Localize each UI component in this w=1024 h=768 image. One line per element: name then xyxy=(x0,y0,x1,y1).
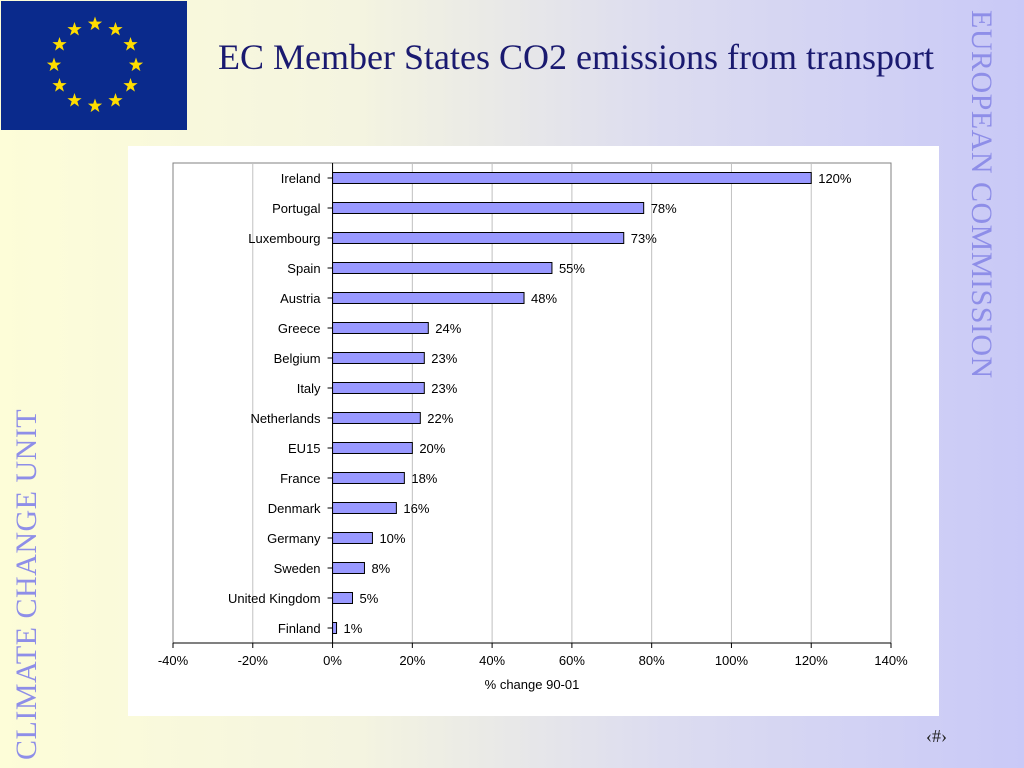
data-label: 73% xyxy=(631,231,657,246)
data-label: 48% xyxy=(531,291,557,306)
x-tick-label: 20% xyxy=(399,653,425,668)
category-label: EU15 xyxy=(288,441,321,456)
flag-star-icon xyxy=(87,98,103,113)
data-label: 8% xyxy=(371,561,390,576)
flag-star-icon xyxy=(46,57,62,72)
flag-star-icon xyxy=(67,93,82,107)
category-label: Italy xyxy=(297,381,321,396)
category-label: Finland xyxy=(278,621,321,636)
data-label: 20% xyxy=(419,441,445,456)
bar-denmark xyxy=(332,502,397,514)
category-label: Luxembourg xyxy=(248,231,320,246)
x-tick-label: 140% xyxy=(874,653,908,668)
bar-chart: -40% -20% 0% 20% 40% 60% 80% 100% 120% 140% Irelan… xyxy=(158,162,908,692)
bar-ireland xyxy=(332,172,812,184)
category-label: Austria xyxy=(280,291,321,306)
flag-star-icon xyxy=(108,93,123,107)
bar-spain xyxy=(332,262,553,274)
category-label: Ireland xyxy=(281,171,321,186)
category-label: Sweden xyxy=(274,561,321,576)
bar-luxembourg xyxy=(332,232,625,244)
data-label: 23% xyxy=(431,351,457,366)
category-label: France xyxy=(280,471,320,486)
side-label-european-commission: EUROPEAN COMMISSION xyxy=(965,10,998,379)
slide-title: EC Member States CO2 emissions from tran… xyxy=(218,37,934,77)
flag-star-icon xyxy=(123,78,138,92)
bar-austria xyxy=(332,292,525,304)
x-tick-label: 0% xyxy=(323,653,342,668)
data-label: 23% xyxy=(431,381,457,396)
eu-flag xyxy=(1,1,187,130)
data-label: 5% xyxy=(360,591,379,606)
flag-star-icon xyxy=(128,57,144,72)
bar-eu15 xyxy=(332,442,413,454)
x-tick-label: -40% xyxy=(158,653,189,668)
bar-netherlands xyxy=(332,412,421,424)
bar-belgium xyxy=(332,352,425,364)
category-label: Greece xyxy=(278,321,321,336)
category-label: United Kingdom xyxy=(228,591,321,606)
data-label: 18% xyxy=(411,471,437,486)
x-tick-label: 120% xyxy=(795,653,829,668)
eu-flag-stars xyxy=(46,16,144,113)
slide-number: ‹#› xyxy=(926,726,947,746)
x-tick-label: 80% xyxy=(639,653,665,668)
chart-panel: -40% -20% 0% 20% 40% 60% 80% 100% 120% 140% Irelan… xyxy=(128,146,939,716)
flag-star-icon xyxy=(52,78,67,92)
category-label: Belgium xyxy=(274,351,321,366)
bar-finland xyxy=(332,622,338,634)
category-label: Denmark xyxy=(268,501,321,516)
x-tick-label: 40% xyxy=(479,653,505,668)
data-label: 16% xyxy=(403,501,429,516)
category-label: Portugal xyxy=(272,201,321,216)
flag-star-icon xyxy=(67,21,82,36)
bar-france xyxy=(332,472,405,484)
x-tick-label: 60% xyxy=(559,653,585,668)
category-label: Germany xyxy=(267,531,321,546)
x-axis-title: % change 90-01 xyxy=(485,677,580,692)
bar-united-kingdom xyxy=(332,592,354,604)
category-label: Spain xyxy=(287,261,320,276)
flag-star-icon xyxy=(123,37,138,51)
x-tick-label: -20% xyxy=(238,653,269,668)
bar-sweden xyxy=(332,562,365,574)
data-label: 78% xyxy=(651,201,677,216)
flag-star-icon xyxy=(108,21,123,36)
category-label: Netherlands xyxy=(250,411,321,426)
bar-portugal xyxy=(332,202,645,214)
bar-germany xyxy=(332,532,373,544)
data-label: 55% xyxy=(559,261,585,276)
bar-italy xyxy=(332,382,425,394)
flag-star-icon xyxy=(87,16,103,31)
data-label: 1% xyxy=(344,621,363,636)
x-tick-label: 100% xyxy=(715,653,749,668)
flag-star-icon xyxy=(52,37,67,51)
data-label: 10% xyxy=(379,531,405,546)
data-label: 120% xyxy=(818,171,852,186)
data-label: 24% xyxy=(435,321,461,336)
side-label-climate-change-unit: CLIMATE CHANGE UNIT xyxy=(10,408,43,760)
data-label: 22% xyxy=(427,411,453,426)
bar-greece xyxy=(332,322,429,334)
